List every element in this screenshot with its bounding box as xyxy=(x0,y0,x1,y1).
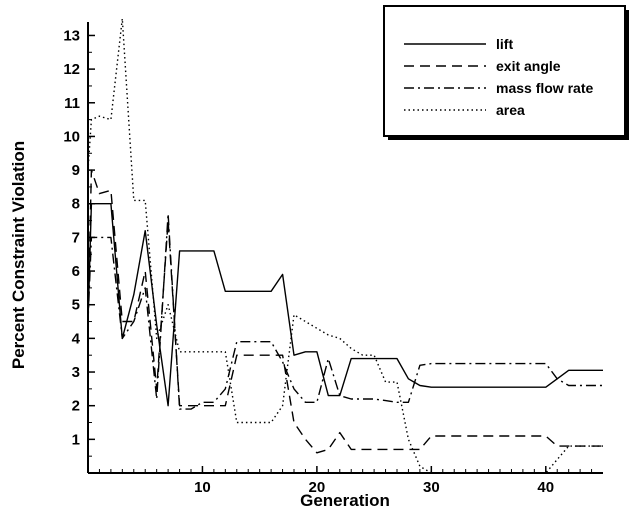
y-tick-label: 8 xyxy=(72,196,80,213)
legend-box-shadow xyxy=(625,10,629,138)
y-tick-label: 13 xyxy=(63,27,80,44)
legend-label: area xyxy=(496,102,525,118)
y-tick-label: 7 xyxy=(72,229,80,246)
legend-label: exit angle xyxy=(496,58,561,74)
y-tick-label: 1 xyxy=(72,431,80,448)
y-tick-label: 10 xyxy=(63,128,80,145)
legend-label: lift xyxy=(496,36,513,52)
x-tick-label: 20 xyxy=(309,479,326,496)
y-tick-label: 5 xyxy=(72,297,80,314)
x-tick-label: 10 xyxy=(194,479,211,496)
series-line-area xyxy=(87,17,603,474)
legend-entries: lift exit angle mass flow rate area xyxy=(404,36,593,118)
legend-label: mass flow rate xyxy=(496,80,593,96)
x-tick-label: 30 xyxy=(423,479,440,496)
y-tick-label: 4 xyxy=(72,330,81,347)
series-line-exit-angle xyxy=(87,169,603,454)
y-tick-label: 2 xyxy=(72,398,80,415)
y-tick-label: 9 xyxy=(72,162,80,179)
y-axis-title: Percent Constraint Violation xyxy=(9,141,28,369)
y-tick-label: 12 xyxy=(63,61,80,78)
legend-box xyxy=(383,5,626,137)
series-line-mass-flow-rate xyxy=(87,213,603,410)
x-tick-group: 10 20 30 40 xyxy=(98,466,593,496)
y-tick-label: 6 xyxy=(72,263,80,280)
series-line-lift xyxy=(87,202,603,407)
legend-box-shadow-bottom xyxy=(388,136,629,140)
legend: lift exit angle mass flow rate area xyxy=(383,5,629,140)
x-axis-title: Generation xyxy=(300,491,390,510)
y-tick-label: 11 xyxy=(64,95,80,112)
y-tick-label: 3 xyxy=(72,364,80,381)
x-tick-label: 40 xyxy=(537,479,554,496)
series-layer xyxy=(87,17,603,474)
